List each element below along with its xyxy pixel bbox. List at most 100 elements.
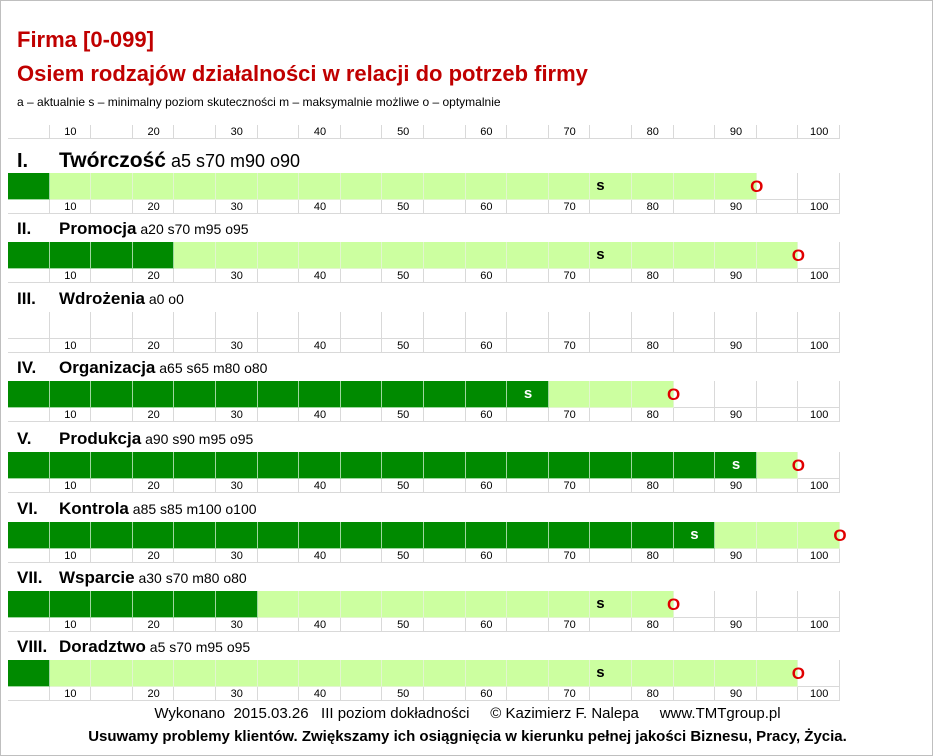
bar-potential-segment xyxy=(548,173,591,200)
bar-potential-segment xyxy=(632,242,674,269)
x-tick-label: 40 xyxy=(313,550,327,562)
grid-cell xyxy=(756,408,799,422)
bar-potential-segment xyxy=(632,173,674,200)
bar-actual-segment xyxy=(340,522,383,549)
bar-potential-segment xyxy=(548,381,591,408)
marker-o: O xyxy=(791,664,805,683)
grid-cell xyxy=(49,312,92,339)
grid-cell xyxy=(798,242,840,269)
bar-potential-segment xyxy=(174,660,216,687)
x-tick-label: 50 xyxy=(397,270,410,282)
x-tick-label: 40 xyxy=(313,201,327,213)
x-tick-label: 20 xyxy=(147,619,160,631)
bar-actual-segment xyxy=(257,381,300,408)
bar-potential-segment xyxy=(424,591,466,618)
bar-potential-segment xyxy=(715,522,757,549)
grid-cell xyxy=(424,312,466,339)
grid-cell xyxy=(798,660,840,687)
grid-cell xyxy=(632,312,674,339)
grid-cell xyxy=(340,339,383,353)
grid-cell xyxy=(673,269,716,283)
grid-cell xyxy=(299,200,341,214)
grid-cell xyxy=(340,408,383,422)
x-tick-label: 70 xyxy=(563,126,576,138)
grid-cell xyxy=(299,312,341,339)
grid-cell xyxy=(590,312,632,339)
grid-cell xyxy=(8,479,50,493)
grid-cell xyxy=(49,339,92,353)
grid-cell xyxy=(632,339,674,353)
category-details: a5 s70 m90 o90 xyxy=(165,151,301,171)
bar-actual-segment xyxy=(8,452,50,479)
grid-cell xyxy=(465,479,508,493)
bar-actual-segment xyxy=(548,522,591,549)
grid-cell xyxy=(798,381,840,408)
grid-cell xyxy=(673,408,716,422)
grid-cell xyxy=(8,125,50,139)
bar-potential-segment xyxy=(590,591,632,618)
grid-cell xyxy=(216,687,258,701)
grid-cell xyxy=(465,312,508,339)
bar-potential-segment xyxy=(507,242,549,269)
grid-cell xyxy=(49,269,92,283)
marker-o: O xyxy=(666,595,681,614)
x-tick-label: 100 xyxy=(810,619,829,631)
grid-cell xyxy=(465,687,508,701)
grid-cell xyxy=(382,312,424,339)
category-roman: VI. xyxy=(17,499,38,518)
grid-cell xyxy=(632,549,674,563)
grid-cell xyxy=(91,479,133,493)
grid-cell xyxy=(91,618,133,632)
grid-cell xyxy=(424,339,466,353)
grid-cell xyxy=(465,408,508,422)
bar-actual-segment xyxy=(548,452,591,479)
grid-cell xyxy=(8,269,50,283)
x-tick-label: 10 xyxy=(64,409,77,421)
grid-cell xyxy=(756,618,799,632)
bar-potential-segment xyxy=(257,591,300,618)
grid-cell xyxy=(174,339,216,353)
grid-cell xyxy=(590,408,632,422)
bar-actual-segment xyxy=(507,522,549,549)
x-tick-label: 60 xyxy=(480,270,493,282)
grid-cell xyxy=(756,381,799,408)
grid-cell xyxy=(507,339,549,353)
grid-cell xyxy=(257,125,300,139)
category-details: a30 s70 m80 o80 xyxy=(134,570,247,586)
grid-cell xyxy=(756,200,799,214)
grid-cell xyxy=(548,479,591,493)
bar-potential-segment xyxy=(382,173,424,200)
grid-cell xyxy=(673,312,716,339)
category-details: a90 s90 m95 o95 xyxy=(141,431,254,447)
bar-actual-segment xyxy=(174,381,216,408)
bar-actual-segment xyxy=(174,452,216,479)
bar-potential-segment xyxy=(507,173,549,200)
grid-cell xyxy=(132,312,175,339)
x-tick-label: 10 xyxy=(64,270,77,282)
category-name: Promocja xyxy=(59,219,137,238)
bar-potential-segment xyxy=(299,591,341,618)
grid-cell xyxy=(424,269,466,283)
bar-actual-segment xyxy=(216,591,258,618)
grid-cell xyxy=(798,549,840,563)
grid-cell xyxy=(465,125,508,139)
bar-potential-segment xyxy=(424,173,466,200)
bar-potential-segment xyxy=(257,660,300,687)
grid-cell xyxy=(174,125,216,139)
bar-potential-segment xyxy=(299,242,341,269)
bar-actual-segment xyxy=(632,522,674,549)
x-tick-label: 10 xyxy=(64,688,77,700)
grid-cell xyxy=(673,339,716,353)
grid-cell xyxy=(216,549,258,563)
grid-cell xyxy=(8,618,50,632)
grid-cell xyxy=(91,312,133,339)
grid-cell xyxy=(507,618,549,632)
grid-cell xyxy=(590,687,632,701)
grid-cell xyxy=(548,618,591,632)
grid-cell xyxy=(132,549,175,563)
grid-cell xyxy=(132,200,175,214)
x-tick-label: 80 xyxy=(646,480,659,492)
grid-cell xyxy=(632,200,674,214)
grid-cell xyxy=(507,312,549,339)
bar-actual-segment xyxy=(91,381,133,408)
